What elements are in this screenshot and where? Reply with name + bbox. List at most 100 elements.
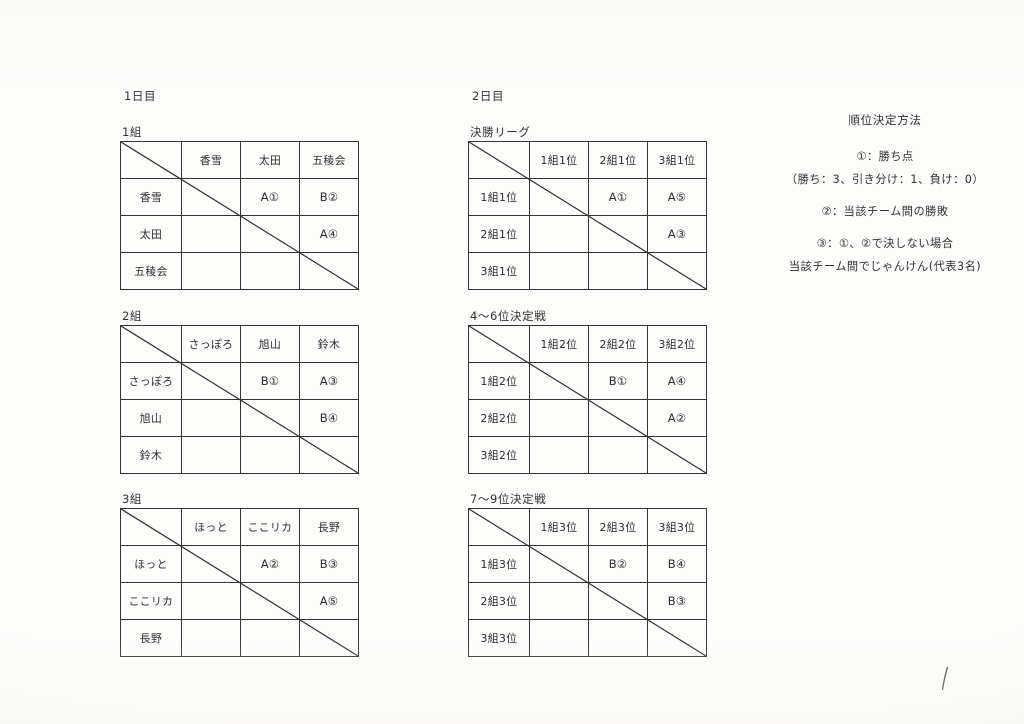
heading-final-league: 決勝リーグ xyxy=(470,125,531,139)
row-header: 旭山 xyxy=(120,399,182,437)
row-header: 長野 xyxy=(120,619,182,657)
table-row: 香雪 A① B② xyxy=(120,178,359,216)
cross-table-group1: 香雪 太田 五稜会 香雪 A① B② 太田 A④ 五稜会 xyxy=(120,141,359,290)
match-cell: A⑤ xyxy=(647,178,707,216)
match-cell xyxy=(588,436,648,474)
match-cell: B② xyxy=(588,545,648,583)
match-cell xyxy=(181,215,241,253)
corner-cell xyxy=(120,141,182,179)
match-cell: A① xyxy=(240,178,300,216)
match-cell: A① xyxy=(588,178,648,216)
match-cell: B④ xyxy=(647,545,707,583)
table-row: 2組2位 A② xyxy=(468,399,707,437)
match-cell: A③ xyxy=(299,362,359,400)
column-header: ほっと xyxy=(181,508,241,546)
row-header: 太田 xyxy=(120,215,182,253)
match-cell: A② xyxy=(240,545,300,583)
match-cell: B③ xyxy=(299,545,359,583)
match-cell xyxy=(588,215,648,253)
match-cell xyxy=(529,362,589,400)
round-robin-grid-places-4-6: 1組2位 2組2位 3組2位 1組2位 B① A④ 2組2位 A② 3組2位 xyxy=(468,325,707,474)
column-header: 太田 xyxy=(240,141,300,179)
column-header: 旭山 xyxy=(240,325,300,363)
row-header: 1組1位 xyxy=(468,178,530,216)
match-cell xyxy=(588,582,648,620)
round-robin-grid-places-7-9: 1組3位 2組3位 3組3位 1組3位 B② B④ 2組3位 B③ 3組3位 xyxy=(468,508,707,657)
match-cell xyxy=(588,399,648,437)
corner-cell xyxy=(468,508,530,546)
round-robin-grid-group3: ほっと ここリカ 長野 ほっと A② B③ ここリカ A⑤ 長野 xyxy=(120,508,359,657)
handwritten-pen-mark xyxy=(941,666,949,691)
column-header: 3組2位 xyxy=(647,325,707,363)
match-cell xyxy=(299,619,359,657)
row-header: 鈴木 xyxy=(120,436,182,474)
table-row: 五稜会 xyxy=(120,252,359,290)
table-row: 旭山 B④ xyxy=(120,399,359,437)
row-header: 2組2位 xyxy=(468,399,530,437)
match-cell xyxy=(647,436,707,474)
match-cell: B③ xyxy=(647,582,707,620)
table-row: ほっと A② B③ xyxy=(120,545,359,583)
table-row: 1組2位 B① A④ xyxy=(468,362,707,400)
row-header: 1組2位 xyxy=(468,362,530,400)
row-header: 3組2位 xyxy=(468,436,530,474)
round-robin-grid-group2: さっぽろ 旭山 鈴木 さっぽろ B① A③ 旭山 B④ 鈴木 xyxy=(120,325,359,474)
ranking-rule-line-2: （勝ち：3、引き分け：1、負け：0） xyxy=(785,173,985,186)
column-header: 3組1位 xyxy=(647,141,707,179)
ranking-rule-line-3: ②：当該チーム間の勝敗 xyxy=(821,205,949,218)
match-cell xyxy=(529,436,589,474)
column-header: 2組1位 xyxy=(588,141,648,179)
match-cell xyxy=(240,436,300,474)
table-row: さっぽろ B① A③ xyxy=(120,362,359,400)
ranking-rule-line-5: 当該チーム間でじゃんけん(代表3名) xyxy=(788,260,982,273)
match-cell xyxy=(647,252,707,290)
match-cell xyxy=(181,582,241,620)
table-row: 3組3位 xyxy=(468,619,707,657)
match-cell xyxy=(240,619,300,657)
match-cell: B④ xyxy=(299,399,359,437)
column-header: 1組2位 xyxy=(529,325,589,363)
row-header: 1組3位 xyxy=(468,545,530,583)
ranking-rule-line-4: ③：①、②で決しない場合 xyxy=(816,237,954,250)
column-header: 長野 xyxy=(299,508,359,546)
row-header: ほっと xyxy=(120,545,182,583)
match-cell xyxy=(240,252,300,290)
match-cell xyxy=(529,545,589,583)
match-cell: B① xyxy=(240,362,300,400)
match-cell xyxy=(181,178,241,216)
heading-group2: 2組 xyxy=(122,309,143,323)
heading-places-4-6: 4～6位決定戦 xyxy=(470,309,547,323)
row-header: ここリカ xyxy=(120,582,182,620)
match-cell xyxy=(299,436,359,474)
match-cell xyxy=(240,582,300,620)
table-slot-group2: さっぽろ 旭山 鈴木 さっぽろ B① A③ 旭山 B④ 鈴木 xyxy=(120,325,359,474)
table-row: ここリカ A⑤ xyxy=(120,582,359,620)
match-cell: A④ xyxy=(647,362,707,400)
table-slot-places-7-9: 1組3位 2組3位 3組3位 1組3位 B② B④ 2組3位 B③ 3組3位 xyxy=(468,508,707,657)
match-cell xyxy=(529,252,589,290)
ranking-rules-block: 順位決定方法 ①：勝ち点 （勝ち：3、引き分け：1、負け：0） ②：当該チーム間… xyxy=(760,112,1010,278)
row-header: 2組1位 xyxy=(468,215,530,253)
match-cell: A② xyxy=(647,399,707,437)
match-cell: A④ xyxy=(299,215,359,253)
match-cell xyxy=(588,619,648,657)
table-header-row: さっぽろ 旭山 鈴木 xyxy=(120,325,359,363)
column-header: 1組1位 xyxy=(529,141,589,179)
corner-cell xyxy=(468,325,530,363)
column-header: 香雪 xyxy=(181,141,241,179)
table-slot-group1: 香雪 太田 五稜会 香雪 A① B② 太田 A④ 五稜会 xyxy=(120,141,359,290)
row-header: さっぽろ xyxy=(120,362,182,400)
table-header-row: ほっと ここリカ 長野 xyxy=(120,508,359,546)
ranking-rule-line-1: ①：勝ち点 xyxy=(856,150,914,163)
table-row: 1組1位 A① A⑤ xyxy=(468,178,707,216)
match-cell xyxy=(647,619,707,657)
table-row: 2組1位 A③ xyxy=(468,215,707,253)
round-robin-grid-group1: 香雪 太田 五稜会 香雪 A① B② 太田 A④ 五稜会 xyxy=(120,141,359,290)
match-cell xyxy=(240,215,300,253)
table-header-row: 1組3位 2組3位 3組3位 xyxy=(468,508,707,546)
match-cell: A⑤ xyxy=(299,582,359,620)
match-cell xyxy=(240,399,300,437)
match-cell xyxy=(529,582,589,620)
column-header: さっぽろ xyxy=(181,325,241,363)
cross-table-places-4-6: 1組2位 2組2位 3組2位 1組2位 B① A④ 2組2位 A② 3組2位 xyxy=(468,325,707,474)
